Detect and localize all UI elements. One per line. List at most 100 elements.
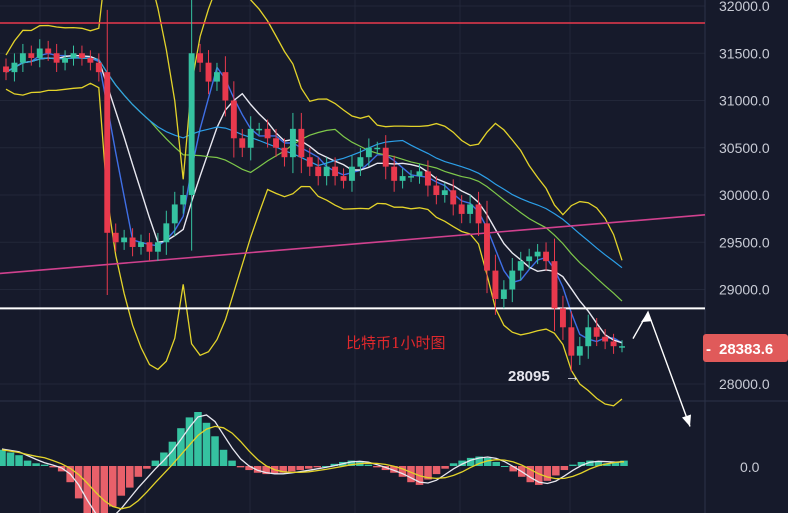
macd-histogram-bar <box>560 466 569 471</box>
macd-histogram-bar <box>458 460 466 466</box>
current-price-tag-arrow: - <box>706 341 711 358</box>
macd-histogram-bar <box>390 466 398 473</box>
candle-body <box>281 147 288 158</box>
candle-body <box>171 204 178 224</box>
macd-histogram-bar <box>91 466 100 513</box>
macd-histogram-bar <box>262 466 270 475</box>
macd-histogram-bar <box>49 466 57 468</box>
candle-body <box>78 53 85 58</box>
macd-histogram-bar <box>117 466 126 496</box>
candle-body <box>509 270 516 290</box>
current-price-tag-bg <box>703 334 788 362</box>
macd-histogram-bar <box>611 461 620 466</box>
candle-body <box>357 157 364 167</box>
macd-histogram-bar <box>322 466 330 467</box>
candle-body <box>610 341 617 347</box>
candle-body <box>222 72 229 101</box>
macd-histogram-bar <box>143 466 151 469</box>
price-tick-label: 32000.0 <box>719 0 770 14</box>
candle-body <box>62 57 69 63</box>
bollinger-upper-line <box>5 0 623 261</box>
macd-histogram-bar <box>620 460 628 466</box>
macd-histogram-bar <box>509 466 517 472</box>
current-price-value: 28383.6 <box>719 341 773 358</box>
candle-body <box>163 223 170 243</box>
candle-body <box>433 185 440 195</box>
chart-title-annotation: 比特币1小时图 <box>346 334 446 352</box>
macd-histogram-bar <box>449 463 458 466</box>
price-tick-label: 31000.0 <box>719 93 770 109</box>
candle-body <box>365 147 372 158</box>
macd-panel <box>0 412 628 513</box>
candle-body <box>576 346 583 356</box>
candle-body <box>619 346 625 348</box>
candle-body <box>11 62 18 73</box>
candle-body <box>53 53 60 63</box>
reference-lines <box>0 22 706 427</box>
candle-body <box>205 62 212 82</box>
candle-body <box>247 128 254 148</box>
candle-body <box>129 237 136 247</box>
macd-histogram-bar <box>194 412 202 466</box>
macd-histogram-bar <box>577 461 586 466</box>
macd-histogram-bar <box>109 466 117 507</box>
macd-histogram-bar <box>347 460 356 466</box>
macd-signal-line <box>1 425 625 510</box>
macd-histogram-bar <box>177 428 185 466</box>
price-tick-label: 30000.0 <box>719 187 770 203</box>
macd-histogram-bar <box>134 466 143 477</box>
macd-histogram-bar <box>185 417 194 466</box>
macd-histogram-bar <box>236 466 245 468</box>
candle-body <box>180 195 187 205</box>
candle-body <box>374 147 381 150</box>
candle-body <box>289 128 296 158</box>
candle-body <box>332 166 339 177</box>
macd-histogram-bar <box>160 452 168 466</box>
candle-body <box>526 256 533 262</box>
candle-body <box>551 261 558 309</box>
candle-body <box>256 128 263 131</box>
macd-histogram-bar <box>296 466 304 471</box>
candle-body <box>441 190 448 195</box>
candle-body <box>87 57 94 63</box>
candle-body <box>602 336 609 342</box>
macd-histogram-bar <box>432 466 441 475</box>
candle-body <box>154 242 161 252</box>
macd-histogram-bar <box>219 449 228 466</box>
candle-body <box>399 176 406 181</box>
candles <box>3 0 625 372</box>
candle-body <box>95 62 102 73</box>
candle-body <box>3 66 9 73</box>
candle-body <box>450 190 457 205</box>
candle-body <box>188 53 195 195</box>
price-tick-label: 29000.0 <box>719 282 770 298</box>
candle-body <box>593 327 600 337</box>
macd-histogram-bar <box>0 449 6 466</box>
candle-body <box>104 72 111 233</box>
price-tick-label: 28000.0 <box>719 376 770 392</box>
candle-body <box>264 128 271 139</box>
ma-fast-line <box>5 52 623 344</box>
candle-body <box>475 204 482 224</box>
candle-body <box>424 171 431 186</box>
macd-histogram-bar <box>83 466 91 513</box>
macd-histogram-bar <box>500 466 509 467</box>
price-tick-label: 31500.0 <box>719 45 770 61</box>
macd-histogram-bar <box>126 466 134 488</box>
candle-body <box>36 48 43 58</box>
macd-histogram-bar <box>151 460 160 466</box>
macd-histogram-bar <box>23 460 32 466</box>
low-price-label: 28095 <box>508 368 550 385</box>
candle-body <box>467 204 474 214</box>
candle-body <box>146 242 153 252</box>
macd-histogram-bar <box>586 460 594 466</box>
macd-histogram-bar <box>6 452 15 466</box>
candle-body <box>492 270 499 299</box>
candle-body <box>484 223 490 271</box>
candle-body <box>391 166 398 181</box>
ma-mid-line <box>5 54 623 344</box>
macd-histogram-bar <box>466 457 475 466</box>
